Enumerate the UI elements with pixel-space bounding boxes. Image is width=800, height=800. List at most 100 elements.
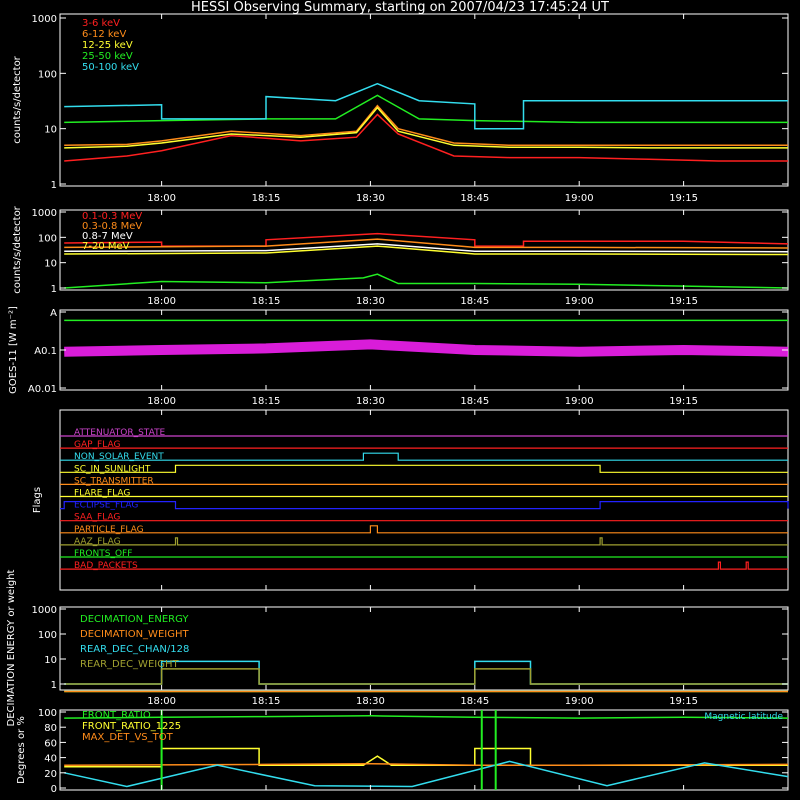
series-line	[64, 104, 788, 147]
legend-entry: FRONT_RATIO	[82, 710, 151, 721]
series-line	[64, 82, 788, 130]
legend-entry: 7-20 MeV	[82, 241, 130, 252]
x-tick-label: 18:30	[356, 396, 385, 407]
legend-entry: 0.3-0.8 MeV	[82, 221, 142, 232]
y-axis-label: counts/s/detector	[12, 55, 23, 143]
panel-high-energy-frame	[59, 209, 789, 291]
flag-label: ATTENUATOR_STATE	[74, 428, 166, 438]
x-tick-label: 18:45	[460, 396, 489, 407]
x-tick-label: 18:30	[356, 193, 385, 204]
x-tick-label: 18:00	[147, 396, 176, 407]
flag-label: GAP_FLAG	[74, 440, 120, 450]
x-tick-label: 18:15	[252, 296, 281, 307]
series-line	[64, 760, 789, 788]
y-tick-label: A	[50, 308, 57, 319]
y-tick-label: 10	[44, 125, 57, 136]
x-tick-label: 19:00	[565, 296, 594, 307]
x-tick-label: 18:45	[460, 193, 489, 204]
panel-flags-frame	[59, 409, 789, 591]
series-line	[64, 245, 789, 256]
flag-label: FRONTS_OFF	[74, 549, 132, 559]
y-tick-label: 1000	[32, 605, 57, 616]
legend-entry: DECIMATION_WEIGHT	[80, 629, 189, 640]
y-tick-label: 100	[38, 708, 57, 719]
y-axis-label: Degrees or %	[16, 716, 27, 784]
legend-entry: 3-6 keV	[82, 18, 120, 29]
x-tick-label: 18:30	[356, 296, 385, 307]
legend-entry: FRONT_RATIO_1225	[82, 721, 181, 732]
flag-label: BAD_PACKETS	[74, 561, 138, 571]
magnetic-latitude-label: Magnetic latitude	[704, 712, 783, 722]
x-tick-label: 19:15	[669, 193, 698, 204]
x-tick-label: 18:00	[147, 696, 176, 707]
series-line	[64, 113, 788, 162]
flag-label: NON_SOLAR_EVENT	[74, 452, 164, 462]
y-tick-label: A0.1	[34, 346, 57, 357]
panel-ratios-frame	[59, 709, 789, 791]
legend-entry: MAX_DET_VS_TOT	[82, 732, 174, 743]
x-tick-label: 18:15	[252, 696, 281, 707]
series-line	[64, 762, 789, 766]
x-tick-label: 19:15	[669, 296, 698, 307]
legend-entry: 12-25 keV	[82, 40, 133, 51]
y-axis-label: counts/s/detector	[12, 205, 23, 293]
legend-entry: 0.8-7 MeV	[82, 231, 133, 242]
legend-entry: 6-12 keV	[82, 29, 126, 40]
series-line	[64, 94, 788, 124]
x-tick-label: 18:00	[147, 296, 176, 307]
y-tick-label: 80	[44, 723, 57, 734]
flag-label: SC_TRANSMITTER	[74, 476, 154, 486]
legend-entry: DECIMATION_ENERGY	[80, 614, 189, 625]
y-tick-label: 1000	[32, 208, 57, 219]
y-tick-label: 100	[38, 233, 57, 244]
y-tick-label: 10	[44, 259, 57, 270]
x-tick-label: 19:15	[669, 396, 698, 407]
flag-label: AAZ_FLAG	[74, 537, 121, 547]
y-tick-label: 1	[51, 180, 57, 191]
flag-label: SC_IN_SUNLIGHT	[74, 464, 151, 474]
legend-entry: 25-50 keV	[82, 51, 133, 62]
x-tick-label: 18:45	[460, 296, 489, 307]
y-tick-label: 100	[38, 630, 57, 641]
flag-label: PARTICLE_FLAG	[74, 525, 144, 535]
series-line	[64, 668, 788, 685]
flag-label: FLARE_FLAG	[74, 489, 130, 499]
y-tick-label: 0	[51, 784, 57, 795]
series-line	[64, 243, 789, 253]
y-tick-label: 10	[44, 655, 57, 666]
flag-line	[60, 464, 788, 473]
flag-label: SAA_FLAG	[74, 513, 120, 523]
panel-decimation-frame	[59, 606, 789, 691]
flag-line	[60, 525, 788, 534]
series-line	[64, 106, 788, 149]
y-axis-label: DECIMATION ENERGY or weight	[6, 569, 17, 726]
flag-line	[60, 501, 789, 510]
x-tick-label: 19:15	[669, 696, 698, 707]
y-axis-label: GOES-11 [W m⁻²]	[8, 306, 19, 394]
legend-entry: 0.1-0.3 MeV	[82, 211, 142, 222]
flag-label: ECLIPSE_FLAG	[74, 501, 138, 511]
flag-line	[60, 537, 788, 546]
x-tick-label: 19:00	[565, 193, 594, 204]
series-line	[64, 273, 789, 289]
flag-line	[60, 561, 788, 570]
x-tick-label: 19:00	[565, 696, 594, 707]
x-tick-label: 18:15	[252, 193, 281, 204]
y-tick-label: 40	[44, 754, 57, 765]
legend-entry: REAR_DEC_CHAN/128	[80, 644, 189, 655]
x-tick-label: 19:00	[565, 396, 594, 407]
x-tick-label: 18:45	[460, 696, 489, 707]
series-line	[64, 715, 789, 719]
series-line	[64, 232, 789, 247]
y-tick-label: 60	[44, 738, 57, 749]
y-tick-label: 100	[38, 69, 57, 80]
y-axis-label: Flags	[32, 487, 43, 513]
y-tick-label: A0.01	[28, 384, 57, 395]
legend-entry: REAR_DEC_WEIGHT	[80, 659, 179, 670]
series-line	[64, 238, 789, 249]
flag-line	[60, 452, 788, 461]
x-tick-label: 18:15	[252, 396, 281, 407]
x-tick-label: 18:30	[356, 696, 385, 707]
y-tick-label: 20	[44, 769, 57, 780]
legend-entry: 50-100 keV	[82, 62, 139, 73]
